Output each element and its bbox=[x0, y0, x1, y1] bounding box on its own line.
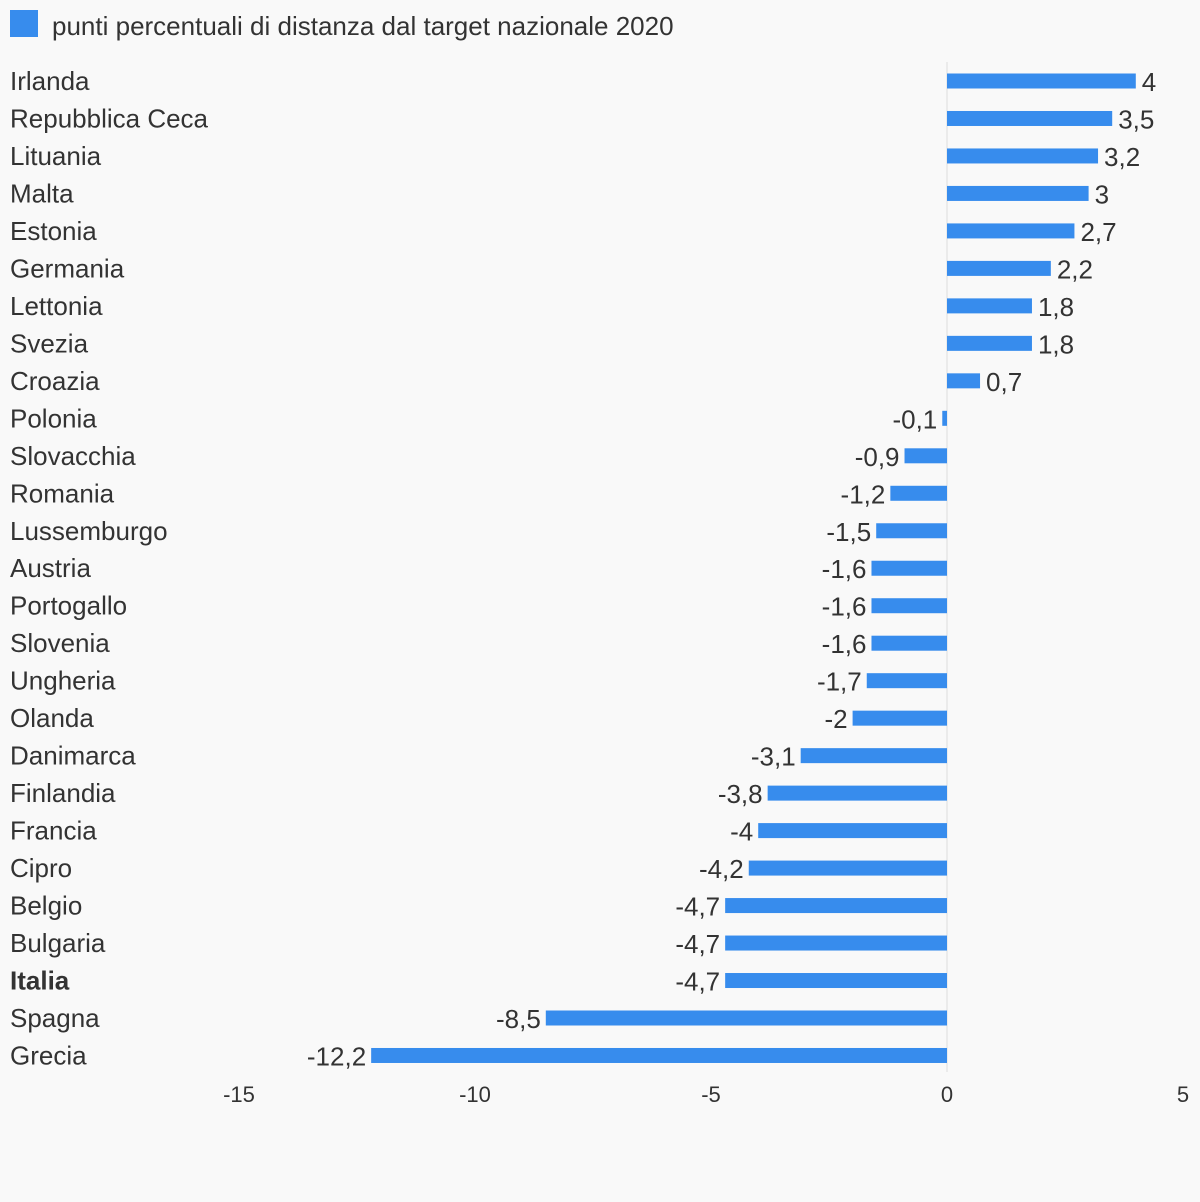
data-label: -4,7 bbox=[675, 892, 720, 922]
category-label: Cipro bbox=[10, 853, 72, 883]
category-label: Lituania bbox=[10, 141, 102, 171]
data-label: -8,5 bbox=[496, 1004, 541, 1034]
category-label: Slovacchia bbox=[10, 441, 136, 471]
data-label: -4 bbox=[730, 817, 753, 847]
category-label: Germania bbox=[10, 253, 125, 283]
data-label: -3,1 bbox=[751, 742, 796, 772]
category-labels: Irlanda Repubblica Ceca Lituania Malta Eston… bbox=[10, 66, 209, 1070]
data-label: -12,2 bbox=[307, 1041, 366, 1071]
category-label: Francia bbox=[10, 816, 97, 846]
data-label: -4,2 bbox=[699, 854, 744, 884]
bar bbox=[371, 1047, 947, 1063]
x-tick-label: -5 bbox=[701, 1082, 721, 1107]
category-label: Italia bbox=[10, 966, 70, 996]
category-label: Grecia bbox=[10, 1040, 87, 1070]
bar bbox=[947, 260, 1051, 276]
category-label: Spagna bbox=[10, 1003, 100, 1033]
data-label: 1,8 bbox=[1038, 329, 1074, 359]
bar bbox=[871, 560, 947, 576]
bar bbox=[947, 73, 1136, 89]
bar bbox=[725, 973, 947, 989]
category-label: Portogallo bbox=[10, 591, 127, 621]
bar bbox=[725, 898, 947, 914]
category-label: Estonia bbox=[10, 216, 97, 246]
legend: punti percentuali di distanza dal target… bbox=[10, 10, 674, 41]
bar bbox=[748, 860, 947, 876]
bar bbox=[871, 635, 947, 651]
category-label: Lussemburgo bbox=[10, 516, 168, 546]
bar bbox=[876, 523, 947, 539]
data-label: -0,1 bbox=[892, 404, 937, 434]
data-label: 2,7 bbox=[1080, 217, 1116, 247]
data-label: -1,6 bbox=[822, 554, 867, 584]
bar bbox=[947, 110, 1113, 126]
category-label: Belgio bbox=[10, 891, 82, 921]
category-label: Polonia bbox=[10, 403, 97, 433]
x-axis-ticks: -15 -10 -5 0 5 bbox=[223, 1082, 1189, 1107]
data-label: 3,5 bbox=[1118, 104, 1154, 134]
data-label: 0,7 bbox=[986, 367, 1022, 397]
bar bbox=[852, 710, 947, 726]
bar bbox=[866, 673, 947, 689]
bar bbox=[947, 185, 1089, 201]
data-label: -2 bbox=[824, 704, 847, 734]
x-tick-label: -10 bbox=[459, 1082, 491, 1107]
category-label: Bulgaria bbox=[10, 928, 106, 958]
category-label: Romania bbox=[10, 478, 115, 508]
category-label: Repubblica Ceca bbox=[10, 103, 209, 133]
legend-swatch bbox=[10, 10, 38, 37]
category-label: Ungheria bbox=[10, 666, 116, 696]
bar bbox=[725, 935, 947, 951]
x-tick-label: -15 bbox=[223, 1082, 255, 1107]
category-label: Malta bbox=[10, 178, 74, 208]
bar bbox=[947, 335, 1032, 351]
data-label: 3,2 bbox=[1104, 142, 1140, 172]
data-label: -1,7 bbox=[817, 667, 862, 697]
bar bbox=[947, 223, 1075, 239]
category-label: Finlandia bbox=[10, 778, 116, 808]
data-label: 3 bbox=[1095, 179, 1109, 209]
category-label: Slovenia bbox=[10, 628, 110, 658]
value-labels: 4 3,5 3,2 3 2,7 2,2 1,8 1,8 0,7 -0,1 -0,9 -1,2 -1,5 -… bbox=[307, 67, 1156, 1071]
category-label: Danimarca bbox=[10, 741, 136, 771]
legend-label: punti percentuali di distanza dal target… bbox=[52, 11, 674, 41]
data-label: 1,8 bbox=[1038, 292, 1074, 322]
bar bbox=[767, 785, 947, 801]
category-label: Irlanda bbox=[10, 66, 90, 96]
data-label: -1,5 bbox=[826, 517, 871, 547]
data-label: -4,7 bbox=[675, 929, 720, 959]
bars bbox=[371, 73, 1136, 1063]
data-label: -1,6 bbox=[822, 629, 867, 659]
category-label: Svezia bbox=[10, 328, 89, 358]
bar bbox=[942, 410, 947, 426]
bar bbox=[545, 1010, 947, 1026]
bar bbox=[904, 448, 947, 464]
bar bbox=[947, 298, 1032, 314]
x-tick-label: 0 bbox=[941, 1082, 953, 1107]
bar bbox=[890, 485, 947, 501]
data-label: -0,9 bbox=[855, 442, 900, 472]
data-label: 2,2 bbox=[1057, 254, 1093, 284]
data-label: -3,8 bbox=[718, 779, 763, 809]
data-label: -1,6 bbox=[822, 592, 867, 622]
bar bbox=[871, 598, 947, 614]
category-label: Lettonia bbox=[10, 291, 103, 321]
category-label: Austria bbox=[10, 553, 91, 583]
category-label: Croazia bbox=[10, 366, 100, 396]
bar bbox=[947, 373, 981, 389]
data-label: 4 bbox=[1142, 67, 1156, 97]
data-label: -1,2 bbox=[841, 479, 886, 509]
x-tick-label: 5 bbox=[1177, 1082, 1189, 1107]
bar bbox=[758, 823, 947, 839]
data-label: -4,7 bbox=[675, 967, 720, 997]
bar bbox=[947, 148, 1099, 164]
category-label: Olanda bbox=[10, 703, 94, 733]
bar bbox=[800, 748, 947, 764]
